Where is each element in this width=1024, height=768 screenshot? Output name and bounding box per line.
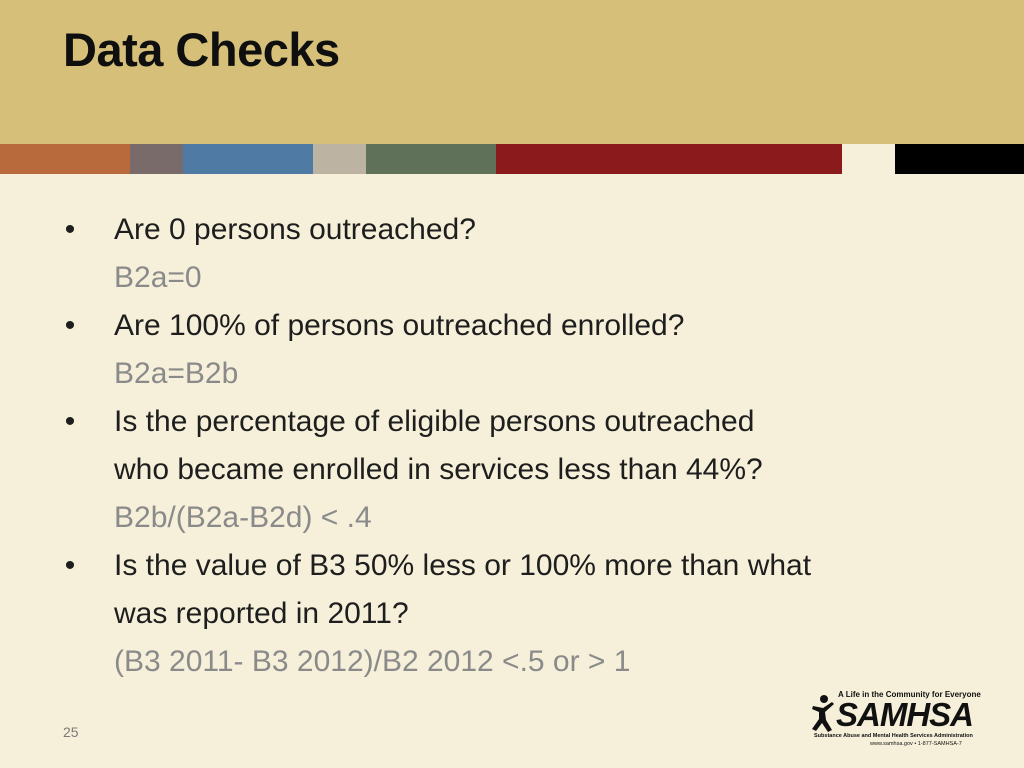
person-figure-icon bbox=[812, 695, 834, 732]
bullet-question: Are 0 persons outreached? bbox=[114, 213, 476, 246]
stripe-segment-green bbox=[366, 144, 496, 174]
title-banner: Data Checks bbox=[0, 0, 1024, 144]
bullet-list: • Are 0 persons outreached? B2a=0 • Are … bbox=[60, 206, 980, 686]
bullet-formula: (B3 2011- B3 2012)/B2 2012 <.5 or > 1 bbox=[114, 645, 631, 678]
stripe-segment-blue bbox=[183, 144, 313, 174]
logo-contact: www.samhsa.gov • 1-877-SAMHSA-7 bbox=[870, 741, 962, 747]
stripe-segment-mauve bbox=[130, 144, 183, 174]
stripe-segment-red bbox=[496, 144, 842, 174]
logo-tagline: A Life in the Community for Everyone bbox=[838, 690, 981, 699]
page-number: 25 bbox=[63, 724, 79, 740]
stripe-segment-cream bbox=[842, 144, 895, 174]
bullet-item: • Is the value of B3 50% less or 100% mo… bbox=[60, 542, 980, 686]
bullet-formula: B2b/(B2a-B2d) < .4 bbox=[114, 501, 372, 534]
bullet-question-line-2: was reported in 2011? bbox=[114, 597, 409, 630]
logo-wordmark: SAMHSA bbox=[836, 696, 974, 733]
bullet-marker: • bbox=[64, 309, 76, 342]
slide-title: Data Checks bbox=[63, 23, 340, 76]
bullet-question: Are 100% of persons outreached enrolled? bbox=[114, 309, 685, 342]
logo-subtitle: Substance Abuse and Mental Health Servic… bbox=[814, 733, 973, 739]
bullet-item: • Are 100% of persons outreached enrolle… bbox=[60, 302, 980, 398]
stripe-segment-orange bbox=[0, 144, 130, 174]
stripe-segment-black bbox=[895, 144, 1024, 174]
bullet-marker: • bbox=[64, 213, 76, 246]
bullet-question-line-1: Is the value of B3 50% less or 100% more… bbox=[114, 549, 812, 582]
bullet-formula: B2a=B2b bbox=[114, 357, 239, 390]
bullet-marker: • bbox=[64, 549, 76, 582]
bullet-item: • Are 0 persons outreached? B2a=0 bbox=[60, 206, 980, 302]
bullet-item: • Is the percentage of eligible persons … bbox=[60, 398, 980, 542]
samhsa-logo: A Life in the Community for Everyone SAM… bbox=[808, 690, 981, 750]
bullet-formula: B2a=0 bbox=[114, 261, 202, 294]
bullet-question-line-2: who became enrolled in services less tha… bbox=[114, 453, 763, 486]
bullet-marker: • bbox=[64, 405, 76, 438]
bullet-question-line-1: Is the percentage of eligible persons ou… bbox=[114, 405, 755, 438]
stripe-segment-beige bbox=[313, 144, 366, 174]
color-stripe bbox=[0, 144, 1024, 174]
